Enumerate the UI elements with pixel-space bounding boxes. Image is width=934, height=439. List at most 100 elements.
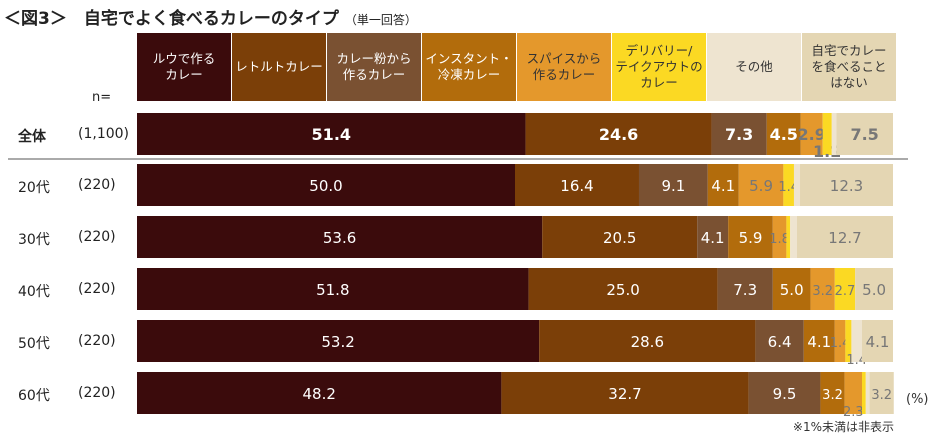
bar-segment <box>728 216 773 258</box>
bar-segment <box>772 216 787 258</box>
bar-segment <box>865 372 870 414</box>
data-label: 51.4 <box>312 125 351 144</box>
data-label: 53.6 <box>323 229 356 247</box>
legend-header-2: カレー粉から 作るカレー <box>327 33 421 101</box>
data-label: 53.2 <box>321 333 354 351</box>
bar-segment <box>800 164 893 206</box>
data-label: 1.4 <box>778 180 799 195</box>
bar-segment <box>748 372 821 414</box>
bar-segment <box>717 268 773 310</box>
bar-segment <box>822 113 832 155</box>
bar-segment <box>796 216 893 258</box>
data-label: 1.4 <box>846 353 867 368</box>
bar-segment <box>862 320 893 362</box>
data-label: 16.4 <box>560 177 593 195</box>
bar-segment <box>137 113 526 155</box>
data-label: 5.9 <box>739 229 763 247</box>
bar-segment <box>836 113 893 155</box>
bar-segment <box>137 320 540 362</box>
legend-header-5: デリバリー/ テイクアウトの カレー <box>612 33 706 101</box>
data-label: 50.0 <box>309 177 342 195</box>
row-n: (1,100) <box>78 126 130 142</box>
bar-segment <box>831 113 837 155</box>
bar-segment <box>803 320 835 362</box>
subtitle-text: （単一回答） <box>344 13 417 27</box>
bar-segment <box>137 268 529 310</box>
bar-segment <box>528 268 718 310</box>
data-label: 2.9 <box>798 125 826 144</box>
bar-segment <box>542 216 698 258</box>
bar-segment <box>855 268 893 310</box>
bar-segment <box>137 164 515 206</box>
bar-segment <box>869 372 894 414</box>
footnote: ※1%未満は非表示 <box>792 420 894 434</box>
data-label: 20.5 <box>603 229 636 247</box>
data-label: 48.2 <box>302 385 335 403</box>
row-n: (220) <box>78 229 116 245</box>
data-label: 7.3 <box>733 281 757 299</box>
data-label: 9.1 <box>661 177 685 195</box>
data-label: 25.0 <box>606 281 639 299</box>
row-n: (220) <box>78 385 116 401</box>
data-label: 5.9 <box>749 177 773 195</box>
legend-header-4: スパイスから 作るカレー <box>517 33 611 101</box>
legend-header-1: レトルトカレー <box>232 33 326 101</box>
row-n: (220) <box>78 177 116 193</box>
bar-segment <box>755 320 804 362</box>
row-label: 50代 <box>18 336 50 352</box>
bar-segment <box>862 372 866 414</box>
data-label: 2.7 <box>835 284 856 299</box>
bar-segment <box>783 164 794 206</box>
data-label: 1.4 <box>830 336 851 351</box>
bar-segment <box>137 372 502 414</box>
bar-segment <box>525 113 712 155</box>
legend-header-7: 自宅でカレー を食べること はない <box>802 33 896 101</box>
bar-segment <box>844 372 863 414</box>
bar-segment <box>707 164 739 206</box>
bar-segment <box>515 164 639 206</box>
data-label: 5.0 <box>862 281 886 299</box>
data-label: 12.3 <box>830 177 863 195</box>
data-label: 3.2 <box>822 388 843 403</box>
row-label: 30代 <box>18 232 50 248</box>
data-label: 4.5 <box>770 125 798 144</box>
bar-segment <box>834 320 846 362</box>
legend-header-3: インスタント・ 冷凍カレー <box>422 33 516 101</box>
data-label: 51.8 <box>316 281 349 299</box>
bar-segment <box>845 320 852 362</box>
row-n: (220) <box>78 333 116 349</box>
bar-segment <box>834 268 856 310</box>
data-label: 4.1 <box>701 229 725 247</box>
data-label: 1.8 <box>769 232 790 247</box>
data-label: 4.1 <box>807 333 831 351</box>
separator-line <box>8 158 908 160</box>
row-n: (220) <box>78 281 116 297</box>
bar-segment <box>810 268 835 310</box>
chart-title: ＜図3＞ 自宅でよく食べるカレーのタイプ （単一回答） <box>4 4 417 29</box>
data-label: 4.1 <box>711 177 735 195</box>
bar-segment <box>820 372 845 414</box>
legend-header-6: その他 <box>707 33 801 101</box>
bar-segment <box>697 216 729 258</box>
n-label: n= <box>92 90 112 105</box>
data-label: 9.5 <box>773 385 797 403</box>
bar-segment <box>772 268 811 310</box>
data-label: 3.2 <box>871 388 892 403</box>
unit-label: (%) <box>906 392 929 407</box>
bar-segment <box>711 113 767 155</box>
bar-segment <box>539 320 756 362</box>
bar-segment <box>738 164 784 206</box>
row-label: 60代 <box>18 388 50 404</box>
data-label: 12.7 <box>828 229 861 247</box>
bar-segment <box>793 164 801 206</box>
data-label: 5.0 <box>780 281 804 299</box>
bar-segment <box>137 216 543 258</box>
row-label: 40代 <box>18 284 50 300</box>
bar-segment <box>501 372 749 414</box>
bar-segment <box>638 164 708 206</box>
bar-segment <box>851 320 863 362</box>
data-label: 7.3 <box>725 125 753 144</box>
legend-header-0: ルウで作る カレー <box>137 33 231 101</box>
